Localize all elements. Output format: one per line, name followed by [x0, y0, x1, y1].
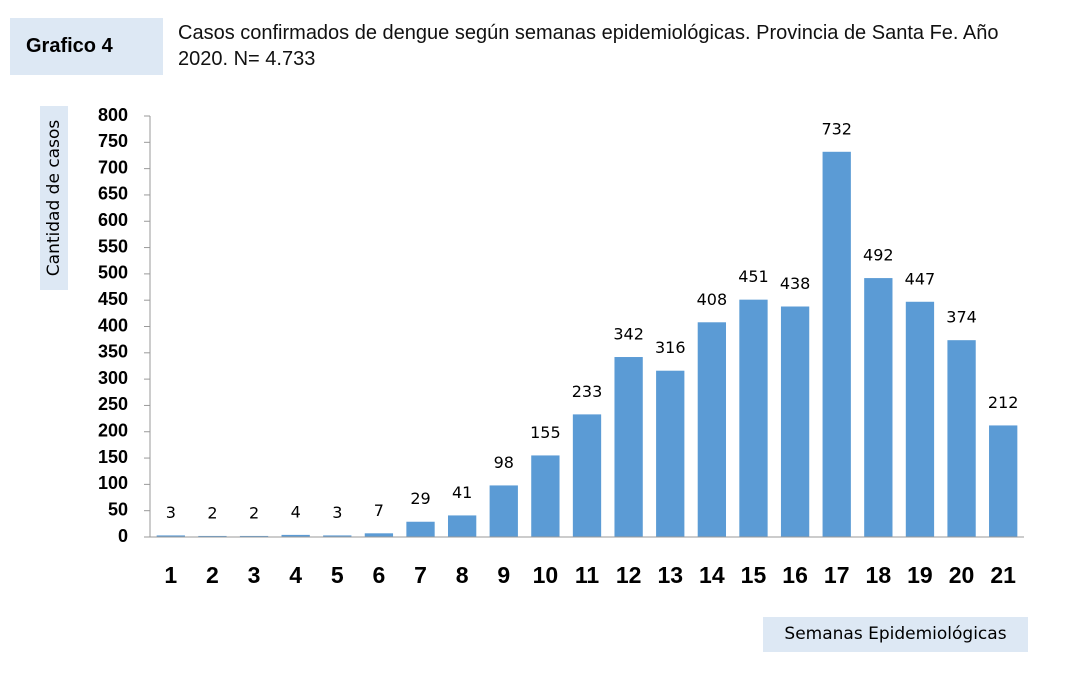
x-tick-label: 6: [373, 562, 386, 588]
bar: [947, 340, 976, 537]
x-tick-label: 11: [575, 562, 600, 588]
bar: [156, 535, 185, 537]
bar: [239, 535, 269, 537]
value-label: 732: [821, 119, 852, 138]
x-tick-label: 15: [741, 562, 767, 588]
y-tick-label: 100: [98, 473, 128, 493]
x-tick-label: 12: [616, 562, 642, 588]
x-tick-label: 16: [782, 562, 808, 588]
y-tick-label: 250: [98, 394, 128, 414]
figure-label: Grafico 4: [10, 18, 163, 75]
bar: [572, 414, 602, 537]
y-tick-label: 600: [98, 210, 128, 230]
x-axis-label: Semanas Epidemiológicas: [763, 617, 1028, 652]
value-label: 374: [946, 308, 977, 327]
value-label: 212: [988, 393, 1019, 412]
bar: [281, 534, 310, 537]
value-label: 233: [572, 382, 603, 401]
y-tick-label: 150: [98, 447, 128, 467]
value-label: 98: [494, 453, 514, 472]
bar: [656, 370, 685, 537]
value-label: 4: [291, 502, 301, 521]
bar: [531, 455, 560, 537]
y-tick-label: 350: [98, 342, 128, 362]
x-tick-label: 5: [331, 562, 344, 588]
value-label: 342: [613, 325, 644, 344]
y-tick-label: 400: [98, 315, 128, 335]
value-label: 29: [410, 489, 430, 508]
value-label: 3: [166, 503, 176, 522]
x-tick-label: 18: [866, 562, 892, 588]
value-label: 41: [452, 483, 472, 502]
y-tick-label: 700: [98, 157, 128, 177]
y-tick-label: 650: [98, 184, 128, 204]
bar: [905, 301, 935, 537]
x-tick-label: 10: [533, 562, 559, 588]
bar: [323, 535, 352, 537]
value-label: 2: [249, 503, 259, 522]
value-label: 3: [332, 503, 342, 522]
y-tick-label: 200: [98, 421, 128, 441]
value-label: 492: [863, 246, 894, 265]
bar: [989, 425, 1018, 537]
x-tick-label: 13: [657, 562, 683, 588]
chart-title: Casos confirmados de dengue según semana…: [178, 22, 999, 70]
value-label: 7: [374, 501, 384, 520]
bar: [739, 299, 768, 537]
x-tick-label: 8: [456, 562, 469, 588]
bar: [697, 322, 727, 537]
x-tick-label: 2: [206, 562, 219, 588]
x-tick-label: 14: [699, 562, 725, 588]
bar: [198, 535, 227, 537]
y-tick-label: 0: [118, 526, 128, 546]
bar: [822, 151, 851, 537]
value-label: 438: [780, 274, 811, 293]
x-tick-label: 1: [164, 562, 177, 588]
y-tick-label: 750: [98, 131, 128, 151]
bar: [364, 533, 394, 537]
x-tick-label: 7: [414, 562, 427, 588]
value-label: 2: [207, 503, 217, 522]
bar: [489, 485, 518, 537]
bar: [614, 357, 643, 537]
bar: [780, 306, 810, 537]
value-label: 155: [530, 423, 561, 442]
y-tick-label: 50: [108, 499, 128, 519]
x-tick-label: 20: [949, 562, 975, 588]
x-tick-label: 21: [990, 562, 1016, 588]
y-tick-label: 800: [98, 105, 128, 125]
y-tick-label: 550: [98, 236, 128, 256]
y-tick-label: 300: [98, 368, 128, 388]
value-label: 408: [697, 290, 728, 309]
x-tick-label: 4: [289, 562, 302, 588]
bar: [864, 278, 893, 537]
x-tick-label: 3: [248, 562, 261, 588]
x-tick-label: 9: [497, 562, 510, 588]
y-tick-label: 500: [98, 263, 128, 283]
value-label: 451: [738, 267, 769, 286]
y-label-box: [40, 106, 68, 290]
y-axis-label: Cantidad de casos: [44, 120, 64, 277]
value-label: 447: [905, 269, 936, 288]
bar: [447, 515, 477, 537]
x-tick-label: 19: [907, 562, 933, 588]
value-label: 316: [655, 338, 686, 357]
y-tick-label: 450: [98, 289, 128, 309]
x-tick-label: 17: [824, 562, 850, 588]
bar: [406, 521, 435, 537]
